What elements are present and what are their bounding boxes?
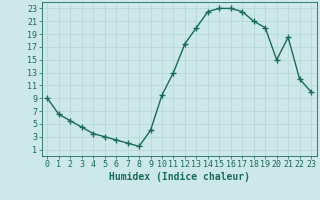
- X-axis label: Humidex (Indice chaleur): Humidex (Indice chaleur): [109, 172, 250, 182]
